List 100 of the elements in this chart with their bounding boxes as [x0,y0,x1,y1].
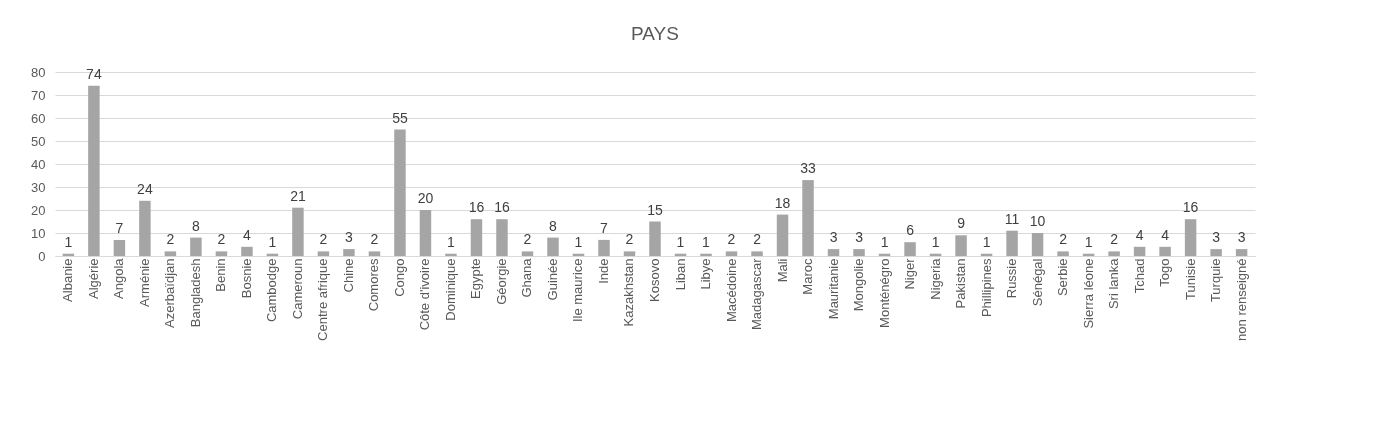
data-label: 7 [600,219,609,236]
data-label: 24 [137,180,153,197]
x-tick-label: Phillipines [978,258,994,318]
chart-title: PAYS [631,23,679,44]
bar [1159,246,1171,256]
y-tick-label: 0 [38,248,46,264]
x-tick-label: Kazakhstan [621,258,637,327]
x-tick-label: Albanie [60,258,76,302]
data-label: 8 [192,217,201,234]
data-label: 2 [523,231,532,248]
bar [904,242,916,256]
data-label: 3 [829,229,838,246]
x-tick-label: Tunisie [1182,258,1198,300]
x-tick-label: Inde [595,258,611,284]
data-label: 2 [1059,231,1068,248]
bar [649,221,661,256]
bar [241,246,253,256]
x-tick-label: Cambodge [264,258,280,323]
x-tick-label: Cameroun [289,258,305,320]
y-tick-label: 10 [31,225,46,241]
bar [88,85,100,256]
x-tick-label: Sierra léone [1080,258,1096,329]
y-tick-label: 50 [31,133,46,149]
x-tick-label: Russie [1004,258,1020,299]
x-tick-label: Monténégro [876,258,892,328]
bar [190,237,202,256]
data-label: 6 [906,222,915,239]
bar [827,249,840,256]
data-label: 1 [447,233,456,250]
bar [1057,251,1069,256]
data-label: 3 [345,229,354,246]
data-label: 21 [290,187,306,204]
y-tick-label: 30 [31,179,46,195]
bar [317,251,330,256]
bar [521,251,534,256]
data-label: 74 [86,65,102,82]
data-label: 7 [115,219,124,236]
bar [292,207,304,256]
x-tick-label: Ile maurice [570,258,586,323]
bar [1006,230,1018,256]
data-label: 1 [702,233,711,250]
bar [445,253,457,256]
data-label: 16 [468,199,485,216]
bar [853,249,865,256]
data-label: 9 [957,215,966,232]
bar [215,251,228,256]
bar [598,239,610,256]
bar [751,251,763,256]
data-label: 1 [676,233,685,250]
x-tick-label: Maroc [800,258,816,295]
x-tick-label: Togo [1157,258,1173,287]
bar [343,249,355,256]
data-label: 10 [1029,213,1046,229]
data-label: 3 [1237,229,1246,246]
bar [1031,233,1044,256]
bar [1133,246,1146,256]
data-label: 2 [1110,231,1119,248]
x-tick-label: Macédoine [723,258,739,323]
data-label: 1 [268,233,277,250]
x-tick-label: Turquie [1208,258,1224,303]
data-label: 4 [243,226,252,243]
data-label: 1 [574,233,583,250]
x-tick-label: Mali [774,258,790,283]
data-label: 11 [1004,210,1020,227]
x-tick-label: Serbie [1055,258,1071,297]
bar [1235,249,1248,256]
data-label: 1 [64,233,73,250]
x-tick-label: Liban [672,258,688,291]
x-tick-label: Congo [391,258,407,297]
data-label: 1 [931,233,940,250]
data-label: 8 [549,217,558,234]
data-label: 16 [1182,199,1199,216]
x-tick-label: Kosovo [647,258,662,302]
bar [725,251,738,256]
x-tick-label: Madagascar [749,257,765,331]
y-tick-label: 40 [31,156,46,172]
x-tick-label: Egypte [468,258,484,299]
x-tick-label: Centre afrique [315,258,331,341]
data-label: 3 [1212,229,1221,246]
bar [955,235,967,256]
x-tick-label: Côte d'ivoire [417,258,433,331]
y-tick-label: 60 [31,110,46,126]
x-tick-label: Pakistan [953,258,969,309]
x-tick-label: Arménie [136,258,152,307]
x-tick-label: Comores [366,258,382,312]
x-tick-label: Dominique [442,258,458,321]
bar [1184,219,1197,256]
x-tick-label: Algérie [85,258,101,299]
x-tick-label: Sénégal [1029,258,1045,307]
bar [623,251,636,256]
data-label: 2 [166,231,175,248]
data-label: 2 [217,231,226,248]
data-label: 3 [855,229,864,246]
y-tick-label: 20 [31,202,46,218]
data-label: 1 [982,233,991,250]
y-tick-label: 80 [31,64,46,80]
x-tick-label: Ghana [519,257,535,298]
data-label: 16 [494,199,510,216]
x-tick-label: non renseigné [1233,258,1249,341]
bar [700,253,712,256]
